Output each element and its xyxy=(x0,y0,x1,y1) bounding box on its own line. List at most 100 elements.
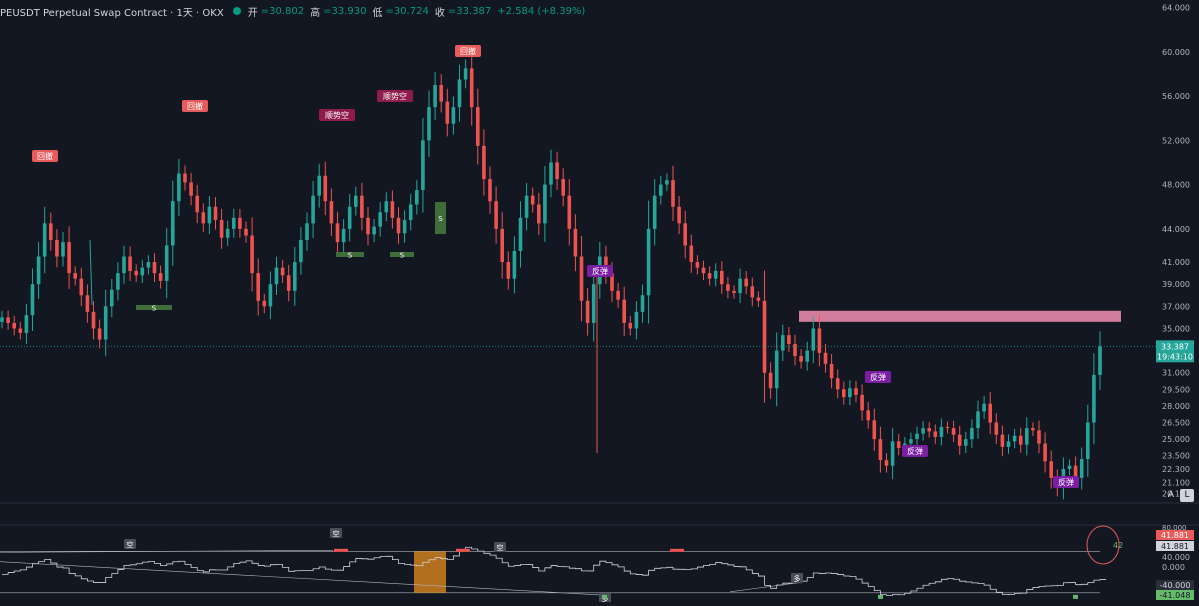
osc-trough-marker xyxy=(602,594,607,599)
signal-s-bar xyxy=(336,252,364,257)
candle-body xyxy=(238,217,242,229)
signal-s-bar xyxy=(136,305,172,310)
symbol-title[interactable]: PEUSDT Perpetual Swap Contract · 1天 · OK… xyxy=(0,7,224,19)
price-tick-label: 60.000 xyxy=(1162,48,1190,57)
candle-body xyxy=(415,190,419,205)
candle-body xyxy=(835,378,840,390)
candle-body xyxy=(524,195,529,218)
candle-body xyxy=(408,204,413,221)
candle-body xyxy=(152,262,157,274)
candle-body xyxy=(103,306,108,340)
osc-tag-kong xyxy=(330,528,342,538)
candle-body xyxy=(884,460,889,466)
candle-body xyxy=(1043,443,1047,462)
candle-body xyxy=(329,201,334,224)
candle-body xyxy=(42,223,47,257)
price-tick-label: 23.500 xyxy=(1162,452,1190,461)
candle-body xyxy=(567,195,572,229)
candle-body xyxy=(390,201,395,218)
candle-body xyxy=(213,206,218,221)
candle-body xyxy=(848,388,852,398)
candle-body xyxy=(354,195,358,207)
open-value: =30.802 xyxy=(260,5,305,17)
candle-body xyxy=(689,245,694,263)
candle-body xyxy=(122,256,126,274)
candle-body xyxy=(561,179,565,196)
signal-s-bar-label: S xyxy=(152,305,157,313)
candle-body xyxy=(878,439,883,461)
osc-tag-kong-text: 空 xyxy=(333,529,340,538)
candle-body xyxy=(347,206,352,229)
candle-body xyxy=(378,212,382,227)
last-price-badge xyxy=(1156,340,1194,363)
candle-body xyxy=(128,256,132,271)
candle-body xyxy=(146,262,151,268)
candle-body xyxy=(933,431,938,437)
candle-body xyxy=(964,439,968,446)
osc-marker-red xyxy=(1156,530,1194,540)
candle-body xyxy=(219,220,224,238)
candle-body xyxy=(402,220,407,234)
candle-body xyxy=(573,228,578,257)
candle-body xyxy=(262,300,267,307)
candle-body xyxy=(73,273,77,279)
candle-body xyxy=(201,212,206,224)
osc-marker-green xyxy=(1156,580,1194,590)
label-fantan-text: 反弹 xyxy=(1058,477,1074,487)
candle-body xyxy=(91,311,96,329)
price-tick-label: 22.300 xyxy=(1162,465,1190,474)
candle-body xyxy=(341,228,346,243)
candle-body xyxy=(939,426,944,437)
auto-scale-button[interactable]: A xyxy=(1167,490,1175,500)
candle-body xyxy=(451,107,456,124)
label-fantan-text: 反弹 xyxy=(592,266,608,276)
osc-marker-green-text: -40.000 xyxy=(1160,581,1191,590)
candle-body xyxy=(677,206,681,224)
price-tick-label: 31.000 xyxy=(1162,369,1190,378)
label-huiche-text: 回撤 xyxy=(187,101,203,111)
candle-body xyxy=(842,389,846,398)
candle-body xyxy=(860,394,864,411)
high-value: =33.930 xyxy=(323,5,367,17)
candle-body xyxy=(0,317,4,322)
price-tick-label: 41.000 xyxy=(1162,258,1190,267)
candle-body xyxy=(396,217,401,234)
candle-body xyxy=(85,295,90,312)
log-scale-button[interactable]: L xyxy=(1180,489,1194,502)
circled-value: 42 xyxy=(1113,541,1123,550)
price-tick-label: 25.000 xyxy=(1162,435,1190,444)
candle-body xyxy=(829,363,834,379)
candle-body xyxy=(982,403,986,412)
osc-trough-marker xyxy=(1073,594,1078,599)
price-tick-label: 29.500 xyxy=(1162,385,1190,394)
candle-body xyxy=(665,180,669,185)
candle-body xyxy=(1079,459,1084,478)
candle-body xyxy=(921,428,925,434)
last-price-text: 33.387 xyxy=(1161,342,1189,351)
candle-body xyxy=(476,107,480,146)
candle-body xyxy=(732,290,736,294)
candle-body xyxy=(811,328,816,351)
candle-body xyxy=(457,79,462,108)
candle-body xyxy=(976,411,980,429)
candle-body xyxy=(232,217,236,229)
candle-body xyxy=(171,201,175,246)
signal-s-bar-label: S xyxy=(400,252,405,260)
candle-body xyxy=(787,335,791,344)
candle-body xyxy=(707,273,712,279)
candle-body xyxy=(646,228,651,296)
candle-body xyxy=(195,195,199,213)
candle-body xyxy=(970,428,974,440)
circle-annotation xyxy=(1086,525,1120,565)
candle-body xyxy=(823,352,828,364)
candle-body xyxy=(293,262,297,291)
candle-body xyxy=(701,267,706,274)
candle-body xyxy=(713,270,718,279)
divergence-line xyxy=(0,549,334,553)
oscillator-line xyxy=(2,546,1107,596)
candle-body xyxy=(1092,374,1096,423)
candle-body xyxy=(671,180,675,207)
signal-s-bar xyxy=(390,252,414,257)
